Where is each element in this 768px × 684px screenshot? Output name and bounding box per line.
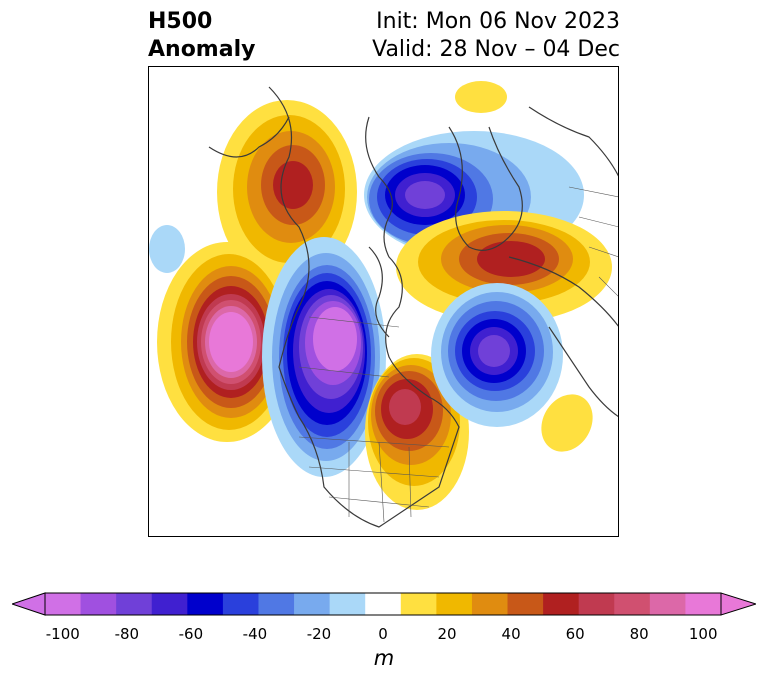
colorbar-segment [151, 593, 188, 615]
colorbar-segment [436, 593, 473, 615]
positive-anomaly-alaska [217, 100, 357, 284]
colorbar-segment [685, 593, 722, 615]
positive-anomaly-pacific [157, 242, 297, 442]
colorbar-tick-label: -100 [45, 625, 80, 643]
colorbar-segment [649, 593, 686, 615]
colorbar-tick-label: 20 [437, 625, 457, 643]
plot-title-right: Init: Mon 06 Nov 2023 Valid: 28 Nov – 04… [372, 8, 620, 64]
colorbar-units-label: m [373, 646, 395, 670]
colorbar-segment [294, 593, 331, 615]
colorbar-segment [258, 593, 295, 615]
colorbar-under-arrow [12, 592, 46, 616]
colorbar-segment [543, 593, 580, 615]
colorbar-tick-label: 80 [629, 625, 649, 643]
colorbar-segment [45, 593, 82, 615]
colorbar-segment [400, 593, 437, 615]
colorbar-tick-label: 0 [378, 625, 388, 643]
colorbar-segment [507, 593, 544, 615]
colorbar-tick-label: -40 [242, 625, 268, 643]
positive-anomaly-europe [396, 211, 612, 323]
positive-anomaly-subtropics [541, 394, 593, 452]
negative-anomaly-west-canada [262, 237, 386, 477]
anomaly-label: Anomaly [148, 37, 256, 62]
colorbar-over-arrow [720, 592, 756, 616]
negative-anomaly-aleutians [149, 225, 185, 273]
anomaly-map [149, 81, 618, 528]
colorbar-segment [365, 593, 402, 615]
plot-title-left: H500 Anomaly [148, 8, 255, 64]
colorbar-segment [116, 593, 153, 615]
colorbar-segment [222, 593, 259, 615]
colorbar-tick-label: 100 [688, 625, 718, 643]
colorbar-segment [471, 593, 509, 615]
colorbar-outline [44, 592, 722, 616]
colorbar-tick-label: -20 [306, 625, 332, 643]
positive-anomaly-siberia [455, 81, 507, 113]
colorbar-segment [329, 593, 366, 615]
colorbar-tick-label: 40 [501, 625, 521, 643]
colorbar [12, 592, 756, 616]
political-borders [298, 186, 618, 523]
colorbar-segment [578, 593, 615, 615]
variable-label: H500 [148, 9, 213, 34]
colorbar-segment [80, 593, 117, 615]
init-date-label: Init: Mon 06 Nov 2023 [376, 9, 620, 34]
colorbar-tick-label: 60 [565, 625, 585, 643]
colorbar-segment [187, 593, 224, 615]
colorbar-segments [45, 593, 722, 615]
colorbar-tick-label: -80 [114, 625, 140, 643]
colorbar-tick-label: -60 [178, 625, 204, 643]
negative-anomaly-atlantic [431, 283, 563, 427]
map-panel [148, 66, 619, 537]
coastlines [208, 86, 618, 528]
valid-range-label: Valid: 28 Nov – 04 Dec [372, 37, 620, 62]
colorbar-segment [614, 593, 651, 615]
